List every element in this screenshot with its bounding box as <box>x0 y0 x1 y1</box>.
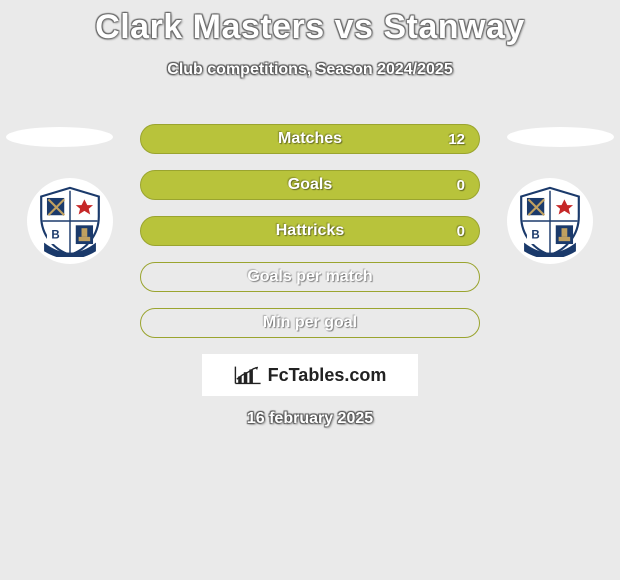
barchart-icon <box>234 365 262 385</box>
stats-list: Matches 12 Goals 0 Hattricks 0 Goals per… <box>140 124 480 354</box>
club-badge-right: B <box>507 178 593 264</box>
page-subtitle: Club competitions, Season 2024/2025 <box>0 61 620 79</box>
stat-row-hattricks: Hattricks 0 <box>140 216 480 246</box>
branding-link[interactable]: FcTables.com <box>202 354 418 396</box>
page-title: Clark Masters vs Stanway <box>0 0 620 47</box>
stat-row-goals: Goals 0 <box>140 170 480 200</box>
branding-text: FcTables.com <box>268 365 387 386</box>
stat-label: Goals per match <box>247 268 372 286</box>
shield-icon: B <box>514 185 586 257</box>
club-badge-left: B <box>27 178 113 264</box>
stat-value-right: 0 <box>457 177 465 194</box>
stat-value-right: 12 <box>448 131 465 148</box>
player-flag-right <box>507 127 614 147</box>
stat-row-matches: Matches 12 <box>140 124 480 154</box>
svg-text:B: B <box>531 229 539 241</box>
stat-row-min-per-goal: Min per goal <box>140 308 480 338</box>
stat-label: Min per goal <box>263 314 357 332</box>
stat-label: Hattricks <box>276 222 344 240</box>
footer-date: 16 february 2025 <box>0 410 620 428</box>
stat-value-right: 0 <box>457 223 465 240</box>
stat-row-goals-per-match: Goals per match <box>140 262 480 292</box>
player-flag-left <box>6 127 113 147</box>
stat-label: Matches <box>278 130 342 148</box>
svg-text:B: B <box>51 229 59 241</box>
shield-icon: B <box>34 185 106 257</box>
stat-label: Goals <box>288 176 332 194</box>
